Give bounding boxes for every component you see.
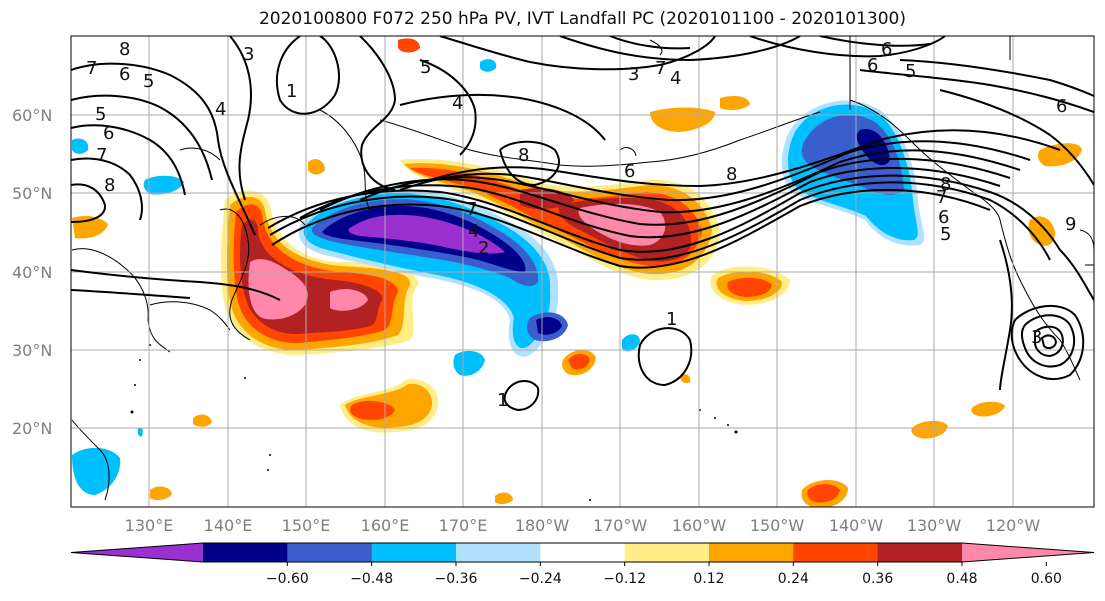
lon-label: 130°E [125,516,174,535]
contour-label: 1 [497,390,508,411]
lat-label: 50°N [12,184,52,203]
colorbar-segment [793,543,879,562]
colorbar-outline [70,542,1095,563]
colorbar-tick-label: 0.60 [1031,571,1062,587]
colorbar-segment [540,543,626,562]
colorbar-tick-label: −0.12 [603,571,646,587]
contour-label: 5 [940,224,951,245]
lon-label: 120°W [986,516,1041,535]
contour-label: 3 [1031,327,1042,348]
colorbar: −0.60 −0.48 −0.36 −0.24 −0.12 0.12 0.24 0.36 0.4… [70,542,1095,587]
colorbar-segment [624,543,710,562]
contour-label: 7 [655,58,666,79]
colorbar-segment [287,543,373,562]
contour-label: 8 [940,174,951,195]
map-frame [70,35,1095,508]
lon-label: 180°W [515,516,570,535]
colorbar-tick-label: 0.36 [862,571,893,587]
colorbar-tick-label: 0.12 [693,571,724,587]
contour-label: 5 [95,104,106,125]
contour-label: 4 [468,221,479,242]
colorbar-tick-label: −0.48 [350,571,393,587]
contour-label: 6 [867,55,878,76]
contour-labels: 8 7 6 5 5 6 7 8 3 1 4 5 4 8 6 8 7 4 2 3 … [86,39,1076,411]
contour-label: 7 [96,145,107,166]
contour-label: 7 [86,58,97,79]
contour-label: 5 [143,71,154,92]
colorbar-tick-label: −0.36 [435,571,478,587]
colorbar-extend-max [962,543,1094,562]
lon-label: 130°W [907,516,962,535]
colorbar-tick-label: 0.48 [946,571,977,587]
contour-label: 1 [666,309,677,330]
lon-label: 150°W [750,516,805,535]
contour-label: 6 [881,39,892,60]
contour-label: 4 [670,68,681,89]
contour-label: 8 [518,145,529,166]
contour-label: 5 [905,61,916,82]
contour-label: 6 [103,123,114,144]
contour-label: 6 [938,207,949,228]
contour-label: 7 [936,187,947,208]
lon-label: 170°E [439,516,488,535]
colorbar-segment [456,543,541,562]
contour-label: 3 [628,64,639,85]
contour-label: 2 [478,238,489,259]
lon-label: 170°W [593,516,648,535]
colorbar-segment [371,543,457,562]
colorbar-tick-label: −0.24 [519,571,562,587]
colorbar-tick-label: −0.60 [266,571,309,587]
lon-label: 140°E [204,516,253,535]
colorbar-tick-label: 0.24 [778,571,809,587]
contour-label: 4 [215,99,226,120]
colorbar-segment [709,543,794,562]
lon-label: 160°E [361,516,410,535]
contour-label: 3 [243,44,254,65]
contour-label: 5 [420,57,431,78]
contour-label: 7 [466,199,477,220]
contour-label: 8 [726,164,737,185]
lon-label: 160°W [672,516,727,535]
map-title: 2020100800 F072 250 hPa PV, IVT Landfall… [258,9,906,29]
map-contents: 8 7 6 5 5 6 7 8 3 1 4 5 4 8 6 8 7 4 2 3 … [71,36,1094,507]
colorbar-segment [203,543,288,562]
colorbar-extend-min [71,543,203,562]
lat-label: 20°N [12,419,52,438]
longitude-axis: 130°E 140°E 150°E 160°E 170°E 180°W 170°… [125,516,1041,535]
lat-label: 40°N [12,263,52,282]
contour-label: 4 [452,93,463,114]
lon-label: 150°E [282,516,331,535]
pv-contours [71,36,1094,412]
contour-label: 6 [624,161,635,182]
contour-label: 9 [1065,214,1076,235]
latitude-axis: 20°N 30°N 40°N 50°N 60°N [12,106,52,438]
contour-label: 8 [104,175,115,196]
island-specks [130,344,738,501]
lon-label: 140°W [829,516,884,535]
coastlines [71,36,1094,501]
contour-label: 8 [119,39,130,60]
colorbar-segment [877,543,963,562]
contour-label: 6 [119,64,130,85]
contour-label: 1 [286,81,297,102]
lat-label: 30°N [12,341,52,360]
contour-label: 6 [1056,96,1067,117]
lat-label: 60°N [12,106,52,125]
